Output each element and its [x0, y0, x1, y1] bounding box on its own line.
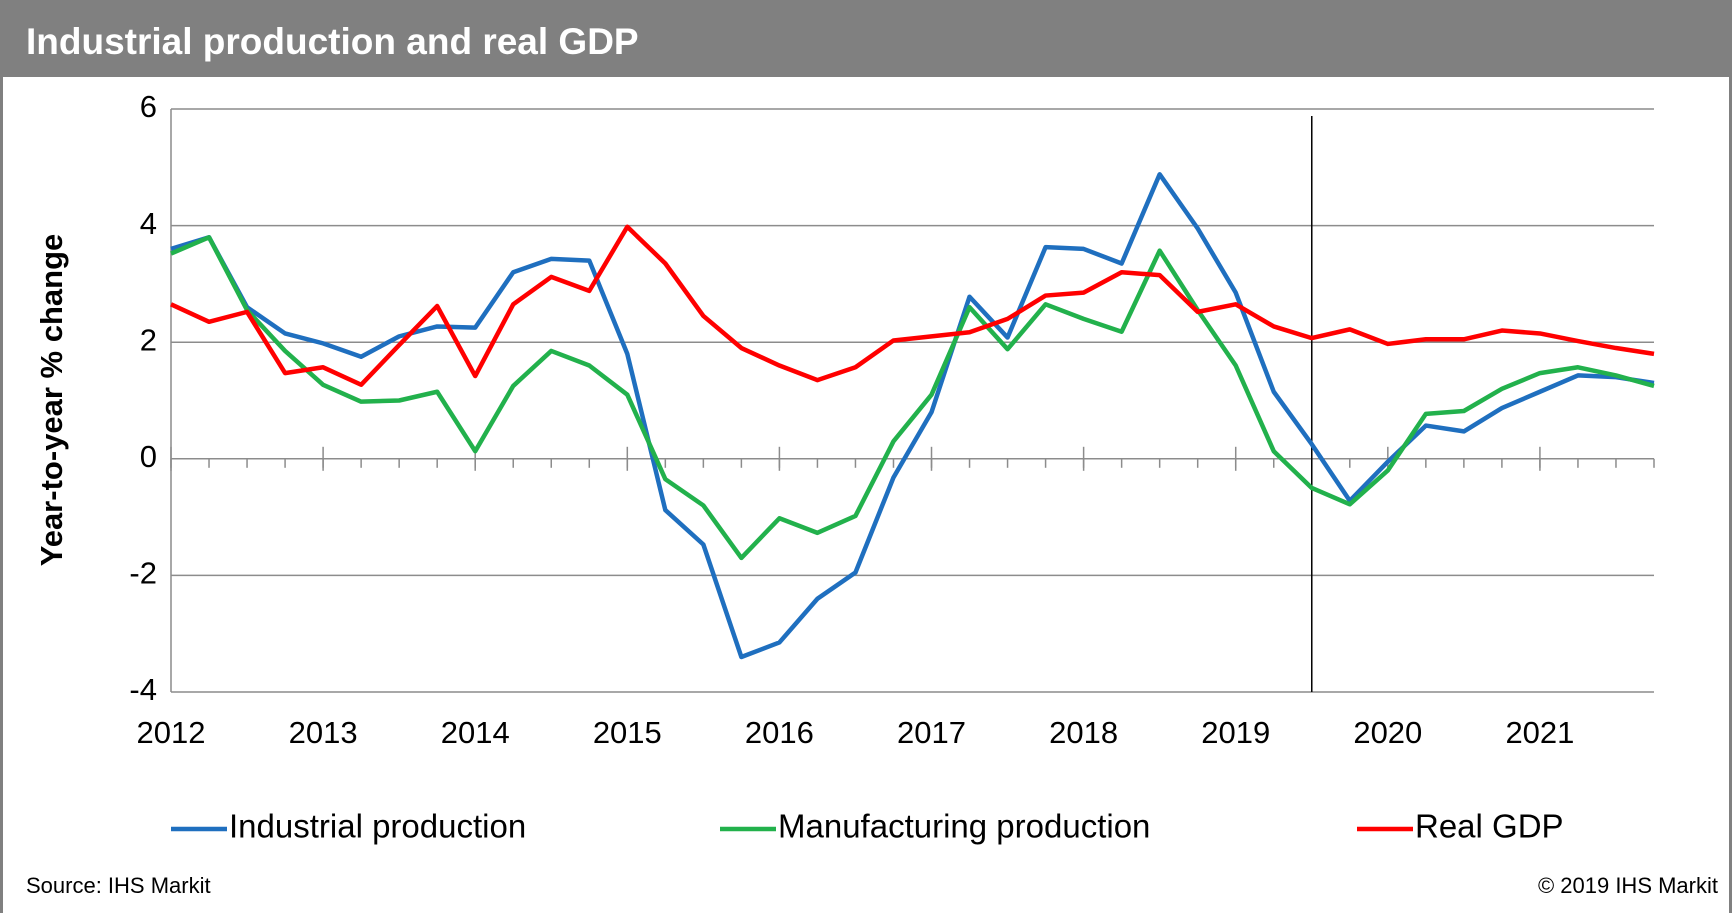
x-tick-label: 2013	[289, 715, 358, 750]
y-tick-label: 6	[140, 89, 157, 124]
x-tick-label: 2021	[1505, 715, 1574, 750]
y-tick-label: 2	[140, 322, 157, 357]
x-tick-label: 2020	[1353, 715, 1422, 750]
legend-label: Manufacturing production	[778, 808, 1150, 845]
legend-label: Real GDP	[1415, 808, 1564, 845]
y-tick-label: 0	[140, 439, 157, 474]
copyright: © 2019 IHS Markit	[1538, 873, 1718, 898]
y-tick-label: 4	[140, 206, 157, 241]
x-tick-label: 2019	[1201, 715, 1270, 750]
series-line	[170, 224, 1655, 388]
x-tick-label: 2015	[593, 715, 662, 750]
series-line	[170, 235, 1655, 561]
legend-label: Industrial production	[229, 808, 526, 845]
y-tick-label: -2	[129, 556, 157, 591]
x-tick-label: 2017	[897, 715, 966, 750]
x-tick-label: 2018	[1049, 715, 1118, 750]
x-tick-label: 2014	[441, 715, 510, 750]
x-tick-label: 2016	[745, 715, 814, 750]
source: Source: IHS Markit	[26, 873, 211, 898]
y-tick-label: -4	[129, 672, 157, 707]
y-axis-title: Year-to-year % change	[34, 234, 69, 567]
chart-title: Industrial production and real GDP	[26, 21, 639, 62]
title-bar	[0, 0, 1732, 77]
x-tick-label: 2012	[137, 715, 206, 750]
